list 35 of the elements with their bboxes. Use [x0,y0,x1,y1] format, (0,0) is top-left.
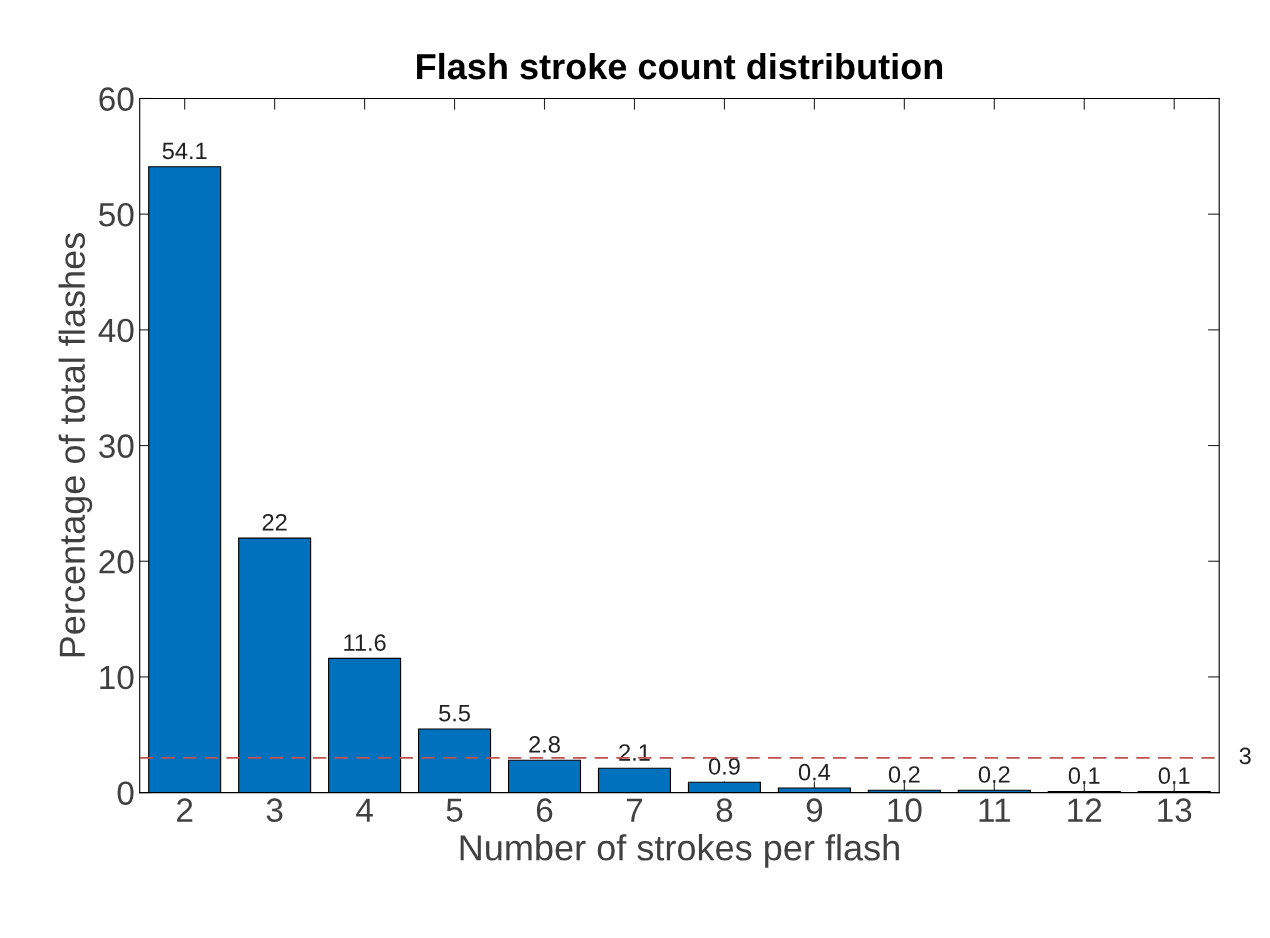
y-tick-label: 0 [117,781,134,806]
ref-line-label: 3 [1239,747,1251,765]
data-label: 5.5 [439,705,470,722]
x-tick-label: 4 [356,798,373,822]
data-label: 0.2 [978,766,1010,783]
x-tick-label: 8 [716,798,733,822]
data-label: 2.1 [619,744,650,761]
y-axis-title: Percentage of total flashes [58,233,93,657]
y-tick-label: 10 [100,665,134,690]
data-label: 0.4 [798,763,831,781]
y-tick-label: 40 [98,318,134,343]
x-tick-label: 2 [177,798,193,822]
x-tick-label: 10 [888,798,922,822]
y-tick-label: 20 [99,550,134,574]
data-label: 54.1 [162,142,207,160]
data-label: 22 [262,513,287,531]
data-label: 2.8 [529,736,560,753]
y-tick-label: 60 [99,87,134,111]
data-label: 0.9 [708,758,740,775]
x-tick-label: 3 [266,798,283,822]
x-tick-label: 12 [1068,798,1102,822]
data-label: 0.1 [1068,767,1100,785]
chart-title: Flash stroke count distribution [417,52,943,80]
x-tick-label: 11 [979,798,1010,822]
x-axis-title: Number of strokes per flash [460,834,899,868]
y-tick-label: 50 [99,202,134,227]
x-tick-label: 13 [1158,798,1192,822]
data-label: 0.1 [1158,767,1190,785]
x-tick-label: 9 [806,798,823,822]
x-tick-label: 6 [536,798,553,822]
x-tick-label: 5 [446,798,463,822]
x-tick-label: 7 [626,798,643,822]
y-tick-label: 30 [99,434,134,458]
data-label: 0.2 [888,766,920,783]
data-label: 11.6 [344,634,386,651]
